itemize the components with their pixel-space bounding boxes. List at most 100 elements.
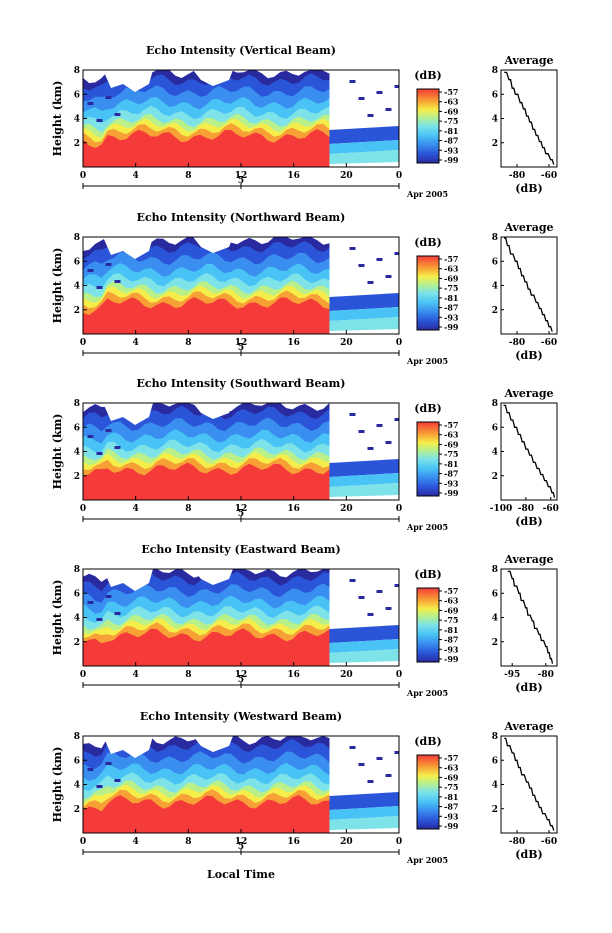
night-layer	[329, 307, 399, 321]
sparse-echo	[87, 269, 94, 272]
heatmap-field	[83, 736, 399, 833]
average-y-tick-label: 4	[492, 448, 498, 458]
date-label: Apr 2005	[406, 855, 448, 865]
average-title: Average	[503, 720, 553, 733]
x-tick-label: 20	[340, 171, 353, 181]
x-tick-label: 4	[133, 504, 139, 514]
sparse-echo	[349, 746, 356, 749]
colorbar-tick-label: -93	[444, 811, 459, 821]
colorbar: (dB)-57-63-69-75-81-87-93-99	[414, 69, 459, 165]
colorbar-unit: (dB)	[414, 236, 441, 249]
average-y-tick-label: 8	[492, 66, 498, 76]
x-tick-label: 8	[185, 338, 191, 348]
colorbar-tick-label: -99	[444, 322, 459, 332]
missing-data	[103, 403, 153, 425]
x-tick-label: 0	[80, 504, 86, 514]
x-tick-label: 0	[396, 670, 402, 680]
y-tick-label: 2	[74, 139, 80, 149]
sparse-echo	[385, 275, 392, 278]
y-tick-label: 6	[74, 423, 80, 433]
average-x-tick-label: -95	[504, 670, 520, 680]
sparse-echo	[376, 258, 383, 261]
sparse-echo	[96, 286, 103, 289]
sparse-echo	[358, 596, 365, 599]
colorbar: (dB)-57-63-69-75-81-87-93-99	[414, 402, 459, 498]
x-tick-label: 12	[235, 837, 248, 847]
colorbar-tick-label: -69	[444, 605, 459, 615]
y-tick-label: 4	[74, 614, 80, 624]
sparse-echo	[114, 446, 121, 449]
sparse-echo	[358, 763, 365, 766]
sparse-echo	[385, 607, 392, 610]
colorbar-tick-label: -63	[444, 596, 459, 606]
echo-layer	[83, 628, 330, 666]
sparse-echo	[394, 584, 399, 587]
average-y-tick-label: 6	[492, 90, 498, 100]
heatmap-field	[83, 237, 399, 334]
panel-title: Echo Intensity (Westward Beam)	[140, 710, 342, 723]
missing-data	[103, 70, 153, 92]
sparse-echo	[114, 779, 121, 782]
night-layer	[329, 806, 399, 820]
y-axis-label: Height (km)	[51, 580, 64, 656]
panel-title: Echo Intensity (Northward Beam)	[137, 211, 346, 224]
colorbar-tick-label: -57	[444, 420, 458, 430]
colorbar: (dB)-57-63-69-75-81-87-93-99	[414, 568, 459, 664]
x-tick-label: 16	[287, 504, 300, 514]
date-label: Apr 2005	[406, 189, 448, 199]
x-tick-label: 8	[185, 504, 191, 514]
y-tick-label: 4	[74, 781, 80, 791]
average-x-tick-label: -60	[541, 837, 557, 847]
sparse-echo	[105, 429, 112, 432]
average-y-tick-label: 8	[492, 399, 498, 409]
sparse-echo	[376, 424, 383, 427]
colorbar-tick-label: -99	[444, 155, 459, 165]
y-tick-label: 2	[74, 638, 80, 648]
colorbar-tick-label: -57	[444, 87, 458, 97]
night-layer	[329, 317, 399, 331]
x-tick-label: 8	[185, 670, 191, 680]
x-tick-label: 0	[80, 837, 86, 847]
sparse-echo	[394, 252, 399, 255]
sparse-echo	[114, 612, 121, 615]
average-y-tick-label: 2	[492, 139, 498, 149]
panel-title: Echo Intensity (Southward Beam)	[137, 377, 346, 390]
average-x-tick-label: -80	[509, 171, 525, 181]
average-line	[504, 737, 555, 831]
colorbar-tick-label: -87	[444, 802, 458, 812]
sparse-echo	[376, 757, 383, 760]
sparse-echo	[358, 264, 365, 267]
average-x-tick-label: -80	[518, 504, 534, 514]
colorbar-tick-label: -87	[444, 469, 458, 479]
x-tick-label: 4	[133, 171, 139, 181]
sparse-echo	[394, 418, 399, 421]
colorbar-unit: (dB)	[414, 568, 441, 581]
sparse-echo	[385, 774, 392, 777]
missing-data	[193, 736, 233, 752]
sparse-echo	[105, 762, 112, 765]
colorbar-tick-label: -81	[444, 625, 458, 635]
colorbar-tick-label: -69	[444, 273, 459, 283]
average-y-tick-label: 2	[492, 638, 498, 648]
colorbar: (dB)-57-63-69-75-81-87-93-99	[414, 735, 459, 831]
date-tick-label: 5	[238, 176, 244, 186]
sparse-echo	[87, 435, 94, 438]
x-tick-label: 4	[133, 670, 139, 680]
average-title: Average	[503, 221, 553, 234]
missing-data	[193, 70, 233, 86]
colorbar-tick-label: -69	[444, 772, 459, 782]
average-y-tick-label: 2	[492, 306, 498, 316]
date-tick-label: 5	[238, 842, 244, 852]
sparse-echo	[367, 613, 374, 616]
sparse-echo	[114, 280, 121, 283]
sparse-echo	[96, 119, 103, 122]
sparse-echo	[385, 441, 392, 444]
y-tick-label: 4	[74, 115, 80, 125]
y-tick-label: 2	[74, 306, 80, 316]
y-tick-label: 2	[74, 805, 80, 815]
x-tick-label: 0	[396, 504, 402, 514]
